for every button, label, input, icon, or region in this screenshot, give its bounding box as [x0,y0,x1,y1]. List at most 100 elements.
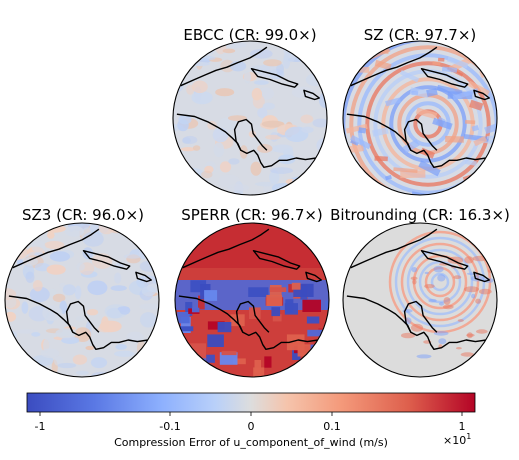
error-blob [222,48,236,54]
error-blob [194,192,202,195]
error-blob [25,271,35,283]
error-band [469,99,484,111]
error-band [465,120,476,125]
error-band [418,160,441,177]
error-blob [257,107,268,119]
coastline-cuba [250,68,299,88]
error-blob [433,331,449,336]
colorbar-tick-label: -1 [35,420,46,433]
error-blob [261,120,285,128]
error-blob [87,309,99,316]
error-blob [312,118,327,128]
error-blob [75,370,89,375]
error-block [180,317,191,333]
error-blob [439,302,444,306]
error-blob [295,184,316,195]
error-band [471,125,480,132]
error-blob [287,185,303,195]
error-blob [192,145,201,151]
coastline-yucatan [403,300,438,333]
error-field [388,230,497,359]
globe-disc [5,223,159,377]
globe-outline [342,222,498,378]
error-blob [110,285,127,291]
error-block [272,314,282,322]
coastline-central-america [176,113,326,168]
error-blob [306,45,316,59]
error-blob [149,366,159,374]
error-band [411,90,419,95]
error-blob [5,374,14,377]
error-ring [406,248,474,316]
error-blob [180,147,196,152]
coastline-gulf [350,46,438,87]
error-block [291,282,301,290]
error-blob [303,178,326,189]
coastline [346,228,496,350]
panel-title-sperr: SPERR (CR: 96.7×) [181,206,323,224]
error-blob [173,157,184,164]
error-blob [5,235,13,244]
coastline-cuba [82,250,131,270]
error-block [248,287,269,297]
error-block [325,300,329,310]
error-block [204,290,218,301]
colorbar-tick-label: 0.1 [323,420,341,433]
error-block [179,381,191,385]
error-blob [115,344,127,350]
error-band [445,135,464,143]
error-band [415,107,438,120]
error-blob [5,244,28,260]
error-block [221,350,237,356]
error-block [306,316,320,324]
coastline-gulf [350,228,438,269]
colorbar: -1 -0.1 0 0.1 1 Compression Error of u_c… [26,392,476,449]
error-band [393,167,418,173]
colorbar-tick-label: 0 [248,420,255,433]
coastline-cuba [420,68,469,88]
error-block [269,287,287,292]
coastline-cuba [252,250,301,270]
error-blob [52,293,66,303]
coastline-hispaniola [473,271,490,283]
error-block [286,334,305,351]
error-block [217,322,232,333]
error-band [494,174,497,181]
error-blob [114,350,135,357]
error-blob [318,166,327,177]
error-blob [5,250,17,260]
error-band [385,174,392,181]
error-blob [82,247,94,260]
error-blob [305,73,325,87]
error-ring [349,45,497,195]
error-blob [5,356,22,372]
error-blob [21,227,31,238]
error-blob [475,329,488,334]
error-band [490,74,497,79]
error-blob [46,264,66,275]
error-block [198,295,205,310]
error-blob [173,42,186,58]
colorbar-gradient [26,392,476,413]
error-blob [5,361,18,372]
error-blob [263,59,282,67]
error-band [477,176,497,184]
error-blob [316,138,327,153]
error-blob [192,52,200,61]
error-block [230,387,241,391]
error-blob [201,170,213,179]
error-blob [272,144,293,153]
error-blob [5,237,20,243]
coastline-cuba [420,250,469,270]
error-blob [457,319,464,322]
globe-outline [342,40,498,196]
error-blob [401,332,416,339]
error-blob [293,185,313,195]
error-band [452,88,479,101]
error-block [190,356,207,371]
error-band [369,47,391,60]
error-blob [173,50,186,63]
error-block [302,299,321,312]
error-blob [23,257,38,266]
